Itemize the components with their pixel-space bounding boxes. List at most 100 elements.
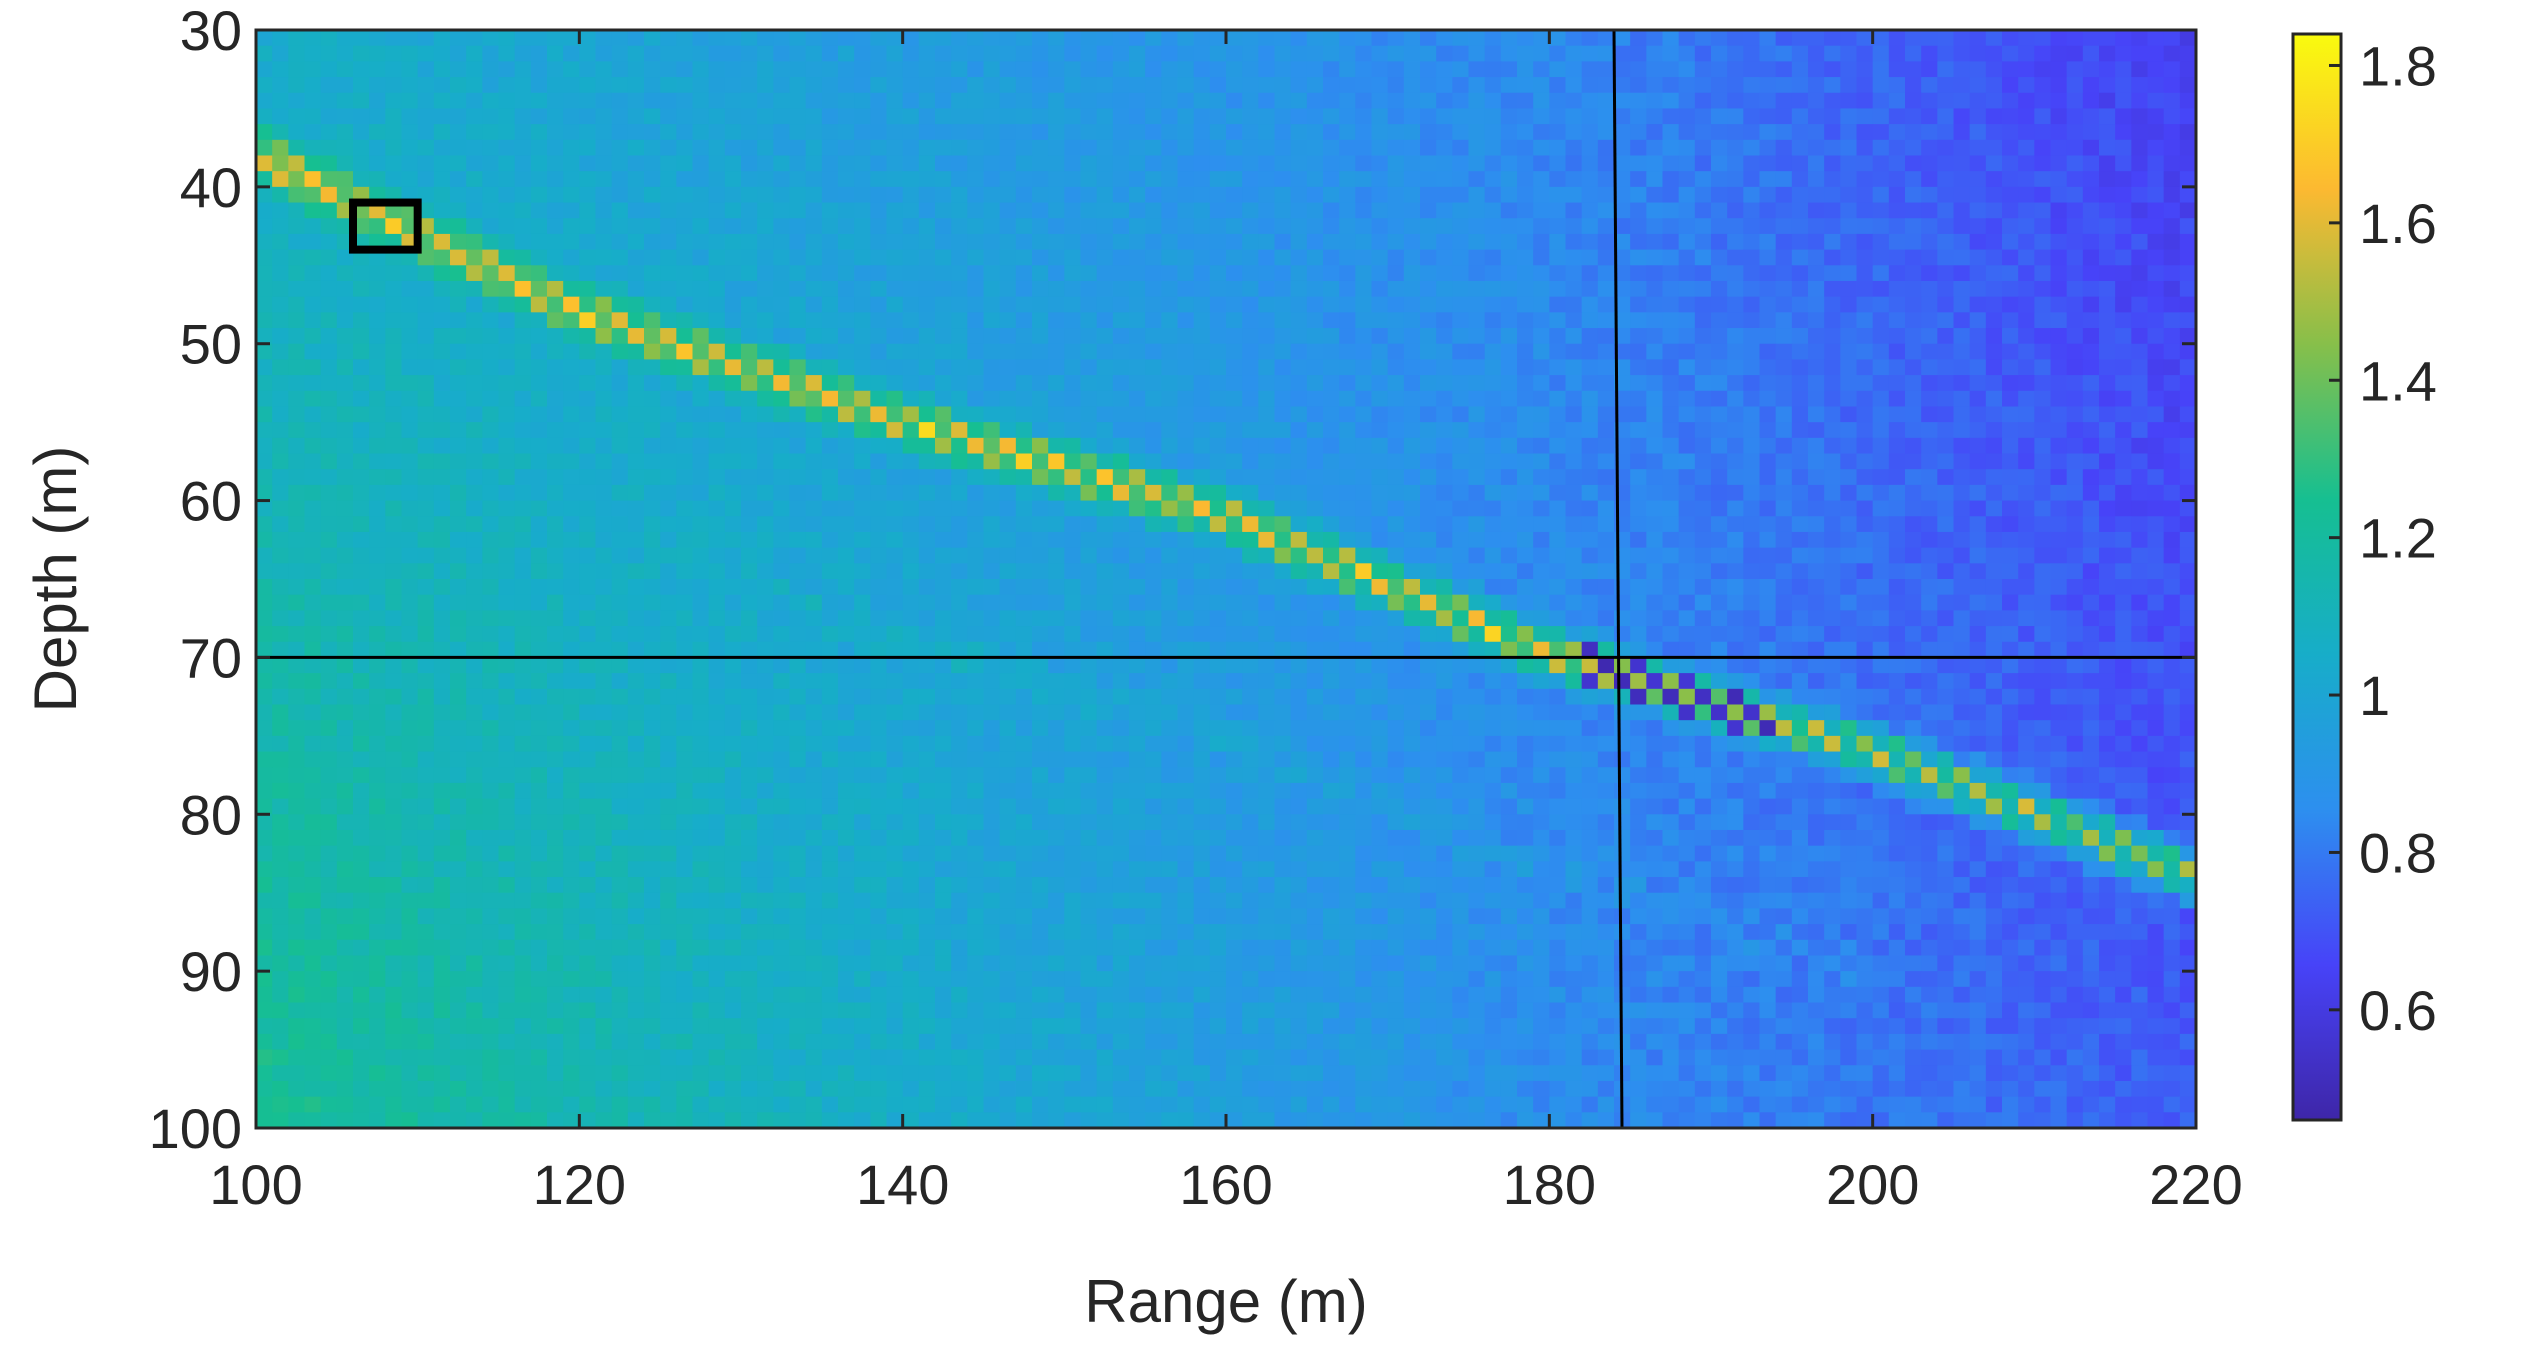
- heatmap-cell: [1015, 30, 1033, 47]
- heatmap-cell: [870, 594, 888, 611]
- heatmap-cell: [2163, 453, 2181, 470]
- heatmap-cell: [2066, 406, 2084, 423]
- heatmap-cell: [1242, 469, 1259, 486]
- heatmap-cell: [611, 406, 629, 423]
- heatmap-cell: [1258, 186, 1276, 204]
- heatmap-cell: [1112, 155, 1130, 172]
- heatmap-cell: [1403, 312, 1421, 329]
- heatmap-cell: [805, 390, 823, 408]
- heatmap-cell: [2050, 531, 2068, 549]
- heatmap-cell: [547, 531, 564, 549]
- heatmap-cell: [644, 30, 661, 47]
- heatmap-cell: [320, 139, 338, 157]
- heatmap-cell: [547, 155, 564, 172]
- heatmap-cell: [1177, 171, 1195, 188]
- heatmap-cell: [1678, 30, 1696, 47]
- heatmap-cell: [1258, 610, 1276, 627]
- heatmap-cell: [692, 171, 710, 188]
- heatmap-cell: [789, 171, 807, 188]
- heatmap-cell: [1872, 77, 1890, 94]
- heatmap-cell: [1581, 202, 1599, 219]
- heatmap-cell: [2179, 77, 2196, 94]
- heatmap-cell: [1694, 500, 1712, 517]
- heatmap-cell: [1387, 531, 1405, 549]
- heatmap-cell: [1872, 406, 1890, 423]
- heatmap-cell: [1791, 77, 1809, 94]
- heatmap-cell: [1856, 437, 1874, 455]
- heatmap-cell: [1856, 641, 1874, 659]
- heatmap-cell: [1711, 390, 1728, 408]
- heatmap-cell: [1888, 186, 1906, 204]
- heatmap-cell: [773, 641, 791, 659]
- heatmap-cell: [1646, 610, 1664, 627]
- heatmap-cell: [1371, 296, 1389, 313]
- heatmap-cell: [1694, 61, 1712, 78]
- heatmap-cell: [1436, 547, 1453, 564]
- heatmap-cell: [2082, 139, 2100, 157]
- heatmap-cell: [1129, 594, 1146, 611]
- heatmap-cell: [482, 390, 500, 408]
- heatmap-cell: [1048, 233, 1065, 251]
- heatmap-cell: [1888, 594, 1906, 611]
- heatmap-cell: [1888, 312, 1906, 329]
- heatmap-cell: [1177, 202, 1195, 219]
- heatmap-cell: [1129, 108, 1146, 125]
- heatmap-cell: [2050, 171, 2068, 188]
- heatmap-cell: [1921, 375, 1938, 392]
- heatmap-cell: [1759, 657, 1777, 674]
- heatmap-cell: [805, 343, 823, 360]
- heatmap-cell: [886, 186, 904, 204]
- heatmap-cell: [272, 375, 289, 392]
- heatmap-cell: [951, 186, 968, 204]
- heatmap-cell: [2115, 124, 2132, 141]
- heatmap-cell: [353, 469, 370, 486]
- heatmap-cell: [1032, 171, 1049, 188]
- heatmap-cell: [1517, 45, 1534, 62]
- heatmap-cell: [2018, 375, 2035, 392]
- heatmap-cell: [821, 547, 839, 564]
- heatmap-cell: [1242, 406, 1259, 423]
- heatmap-cell: [2179, 45, 2196, 62]
- heatmap-cell: [1969, 579, 1987, 596]
- heatmap-cell: [1274, 563, 1292, 580]
- heatmap-cell: [433, 30, 451, 47]
- heatmap-cell: [1937, 610, 1955, 627]
- heatmap-cell: [1032, 92, 1049, 110]
- heatmap-cell: [466, 249, 483, 266]
- heatmap-cell: [644, 390, 661, 408]
- heatmap-cell: [2131, 312, 2149, 329]
- heatmap-cell: [999, 500, 1017, 517]
- heatmap-cell: [1517, 359, 1534, 376]
- heatmap-cell: [773, 406, 791, 423]
- heatmap-cell: [708, 500, 726, 517]
- heatmap-cell: [563, 249, 580, 266]
- heatmap-cell: [1403, 579, 1421, 596]
- heatmap-cell: [2147, 171, 2165, 188]
- heatmap-cell: [918, 108, 936, 125]
- heatmap-cell: [1242, 296, 1259, 313]
- heatmap-cell: [1484, 171, 1502, 188]
- heatmap-cell: [563, 233, 580, 251]
- heatmap-cell: [757, 108, 774, 125]
- heatmap-cell: [1581, 328, 1599, 345]
- heatmap-cell: [1161, 155, 1179, 172]
- heatmap-cell: [1209, 469, 1227, 486]
- heatmap-cell: [1242, 218, 1259, 235]
- heatmap-cell: [2099, 657, 2116, 674]
- heatmap-cell: [1905, 531, 1922, 549]
- heatmap-cell: [563, 296, 580, 313]
- heatmap-cell: [336, 280, 354, 298]
- heatmap-cell: [1161, 45, 1179, 62]
- heatmap-cell: [1371, 673, 1389, 690]
- heatmap-cell: [563, 500, 580, 517]
- heatmap-cell: [1306, 453, 1324, 470]
- heatmap-cell: [2147, 312, 2165, 329]
- heatmap-cell: [256, 328, 273, 345]
- heatmap-cell: [1403, 186, 1421, 204]
- heatmap-cell: [773, 171, 791, 188]
- heatmap-cell: [838, 77, 855, 94]
- heatmap-cell: [2002, 343, 2019, 360]
- heatmap-cell: [789, 422, 807, 439]
- heatmap-cell: [805, 249, 823, 266]
- heatmap-cell: [1888, 390, 1906, 408]
